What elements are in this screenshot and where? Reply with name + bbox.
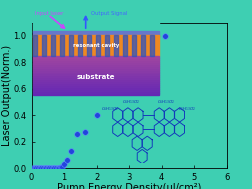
Point [94, 114, 99, 117]
Bar [51, 35, 55, 56]
Bar [96, 35, 100, 56]
Text: $C_6H_{13}O_2$: $C_6H_{13}O_2$ [122, 98, 140, 106]
Point [31, 166, 35, 169]
Point [83, 131, 87, 134]
Point [38, 166, 42, 169]
Bar [33, 62, 159, 64]
Point [59, 165, 63, 168]
Bar [33, 87, 159, 89]
Bar [33, 93, 159, 94]
Bar [33, 70, 159, 72]
Bar [141, 35, 145, 56]
Bar [33, 56, 159, 58]
Bar [42, 35, 46, 56]
Bar [33, 85, 159, 87]
Point [75, 132, 79, 135]
Bar [105, 35, 109, 56]
Bar [33, 79, 159, 81]
Point [36, 166, 40, 169]
Bar [114, 35, 118, 56]
Point [47, 166, 51, 169]
Bar [78, 35, 82, 56]
Text: $C_6H_{13}O_2$: $C_6H_{13}O_2$ [178, 106, 196, 113]
Bar [33, 31, 159, 37]
Bar [33, 89, 159, 91]
Point [69, 149, 73, 153]
Point [137, 78, 141, 81]
Bar [123, 35, 127, 56]
Text: resonant cavity: resonant cavity [73, 43, 119, 48]
Bar [60, 35, 64, 56]
Point [41, 166, 45, 169]
Bar [33, 91, 159, 93]
Point [39, 166, 43, 169]
Bar [33, 35, 159, 56]
Bar [87, 35, 91, 56]
Bar [33, 66, 159, 68]
Point [60, 165, 65, 168]
Point [33, 166, 37, 169]
Bar [33, 75, 159, 77]
Bar [33, 72, 159, 74]
Bar [33, 74, 159, 75]
Point [49, 166, 53, 169]
Bar [33, 8, 159, 32]
Point [57, 166, 61, 169]
Point [43, 166, 47, 169]
Bar [33, 68, 159, 70]
X-axis label: Pump Energy Density(μJ/cm²): Pump Energy Density(μJ/cm²) [57, 184, 201, 189]
Point [46, 166, 50, 169]
Bar [33, 35, 37, 56]
Bar [33, 64, 159, 66]
Text: $C_6H_{13}O_2$: $C_6H_{13}O_2$ [158, 98, 176, 106]
Text: substrate: substrate [77, 74, 115, 80]
Point [52, 166, 56, 169]
Text: Output Signal: Output Signal [91, 11, 127, 16]
Bar [33, 60, 159, 62]
Point [163, 34, 167, 37]
Bar [33, 81, 159, 83]
Bar [150, 35, 154, 56]
Point [44, 166, 48, 169]
Text: $C_6H_{13}O_2$: $C_6H_{13}O_2$ [101, 106, 119, 113]
Point [114, 78, 118, 81]
Bar [33, 77, 159, 79]
Y-axis label: Laser Output(Norm.): Laser Output(Norm.) [2, 45, 12, 146]
Point [55, 166, 59, 169]
Bar [69, 35, 73, 56]
Text: Input laser: Input laser [35, 11, 64, 16]
Bar [33, 58, 159, 60]
Point [34, 166, 38, 169]
Point [51, 166, 55, 169]
Point [54, 166, 58, 169]
Bar [132, 35, 136, 56]
Point [65, 159, 69, 162]
Bar [33, 83, 159, 85]
Point [62, 163, 66, 166]
